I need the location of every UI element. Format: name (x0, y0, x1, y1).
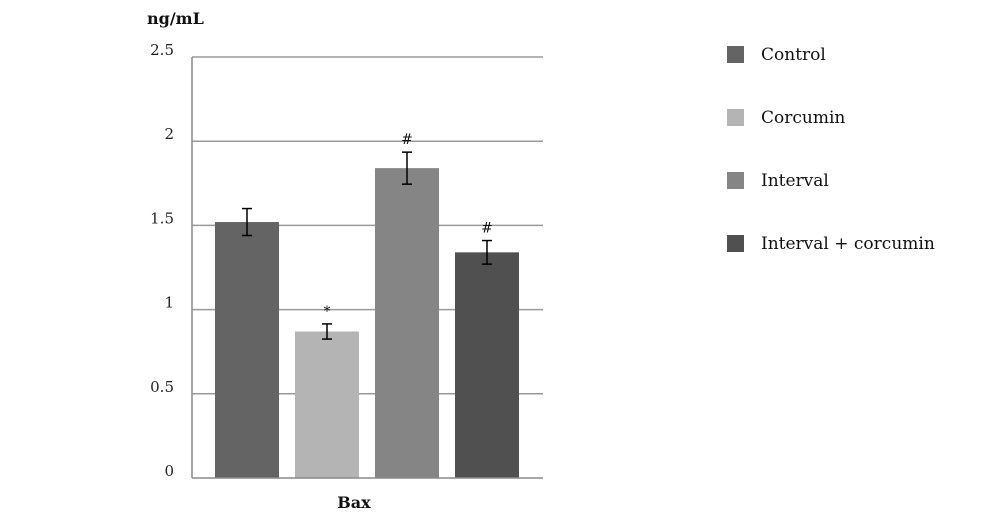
x-axis-label: Bax (337, 493, 371, 512)
bar-interval-corcumin (455, 252, 519, 478)
legend-label: Interval + corcumin (761, 234, 935, 254)
legend-label: Corcumin (761, 108, 845, 128)
legend-label: Control (761, 45, 826, 65)
legend-swatch (727, 109, 744, 126)
annotations: * # # (324, 132, 493, 320)
significance-marker: # (401, 132, 413, 148)
bar-corcumin (295, 331, 359, 478)
significance-marker: # (481, 221, 493, 237)
bar-interval (375, 168, 439, 479)
legend: Control Corcumin Interval Interval + corcum… (727, 45, 935, 254)
y-tick-label: 0.5 (150, 378, 174, 396)
y-tick-label: 2.5 (150, 41, 174, 59)
y-tick-label: 0 (164, 462, 174, 480)
legend-swatch (727, 235, 744, 252)
bars (215, 168, 519, 479)
y-tick-label: 1 (164, 294, 174, 312)
y-tick-label: 1.5 (150, 209, 174, 227)
error-bars (242, 151, 492, 340)
y-axis-label: ng/mL (147, 9, 204, 28)
legend-label: Interval (761, 171, 829, 191)
legend-swatch (727, 46, 744, 63)
y-tick-label: 2 (164, 125, 174, 143)
y-axis-ticks: 0 0.5 1 1.5 2 2.5 (150, 41, 174, 480)
legend-swatch (727, 172, 744, 189)
bar-control (215, 222, 279, 478)
significance-marker: * (324, 304, 331, 320)
